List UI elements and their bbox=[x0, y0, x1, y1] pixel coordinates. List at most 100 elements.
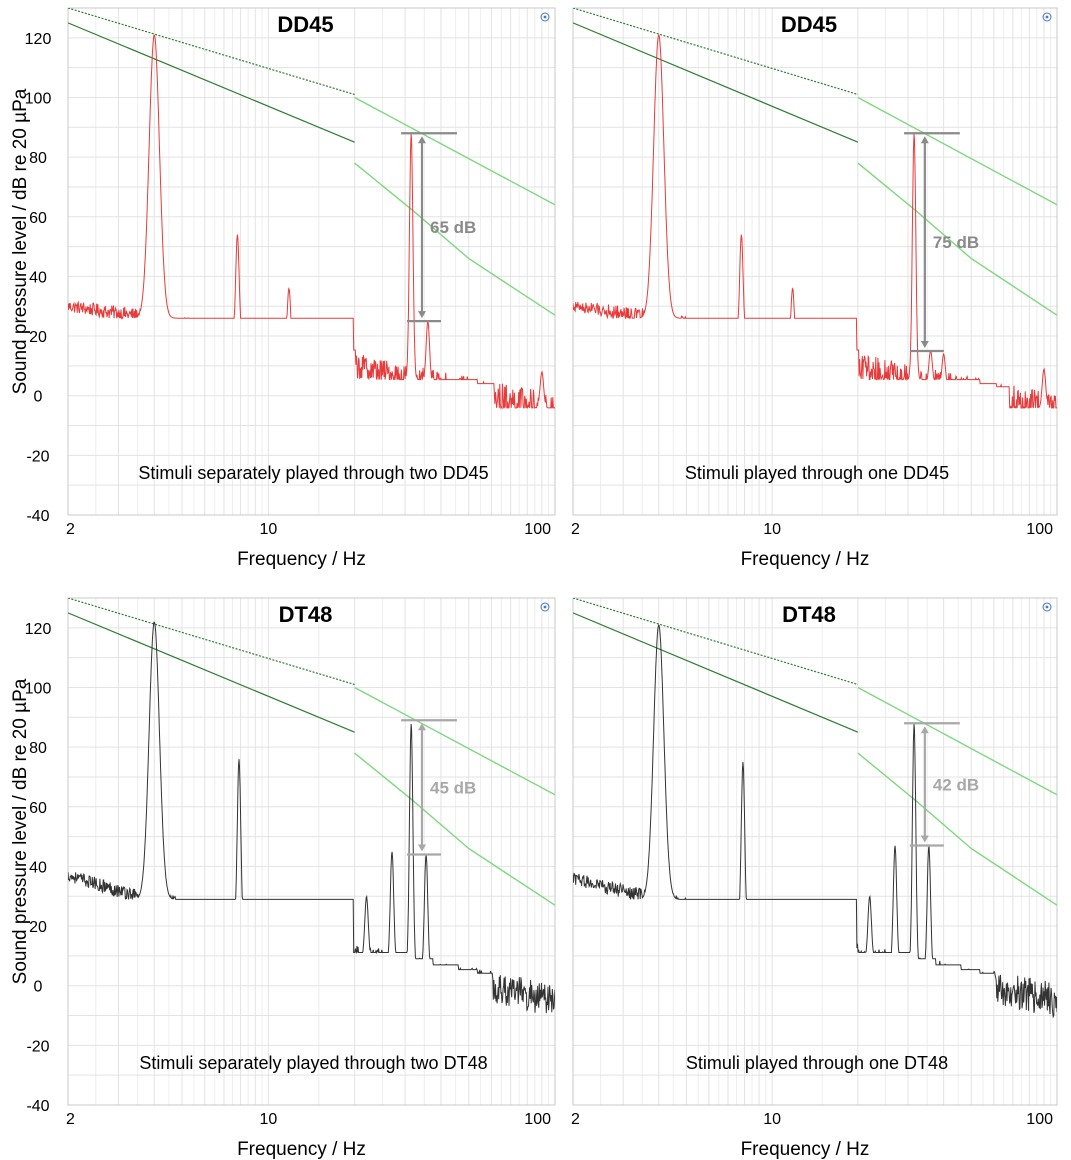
x-tick-label: 10 bbox=[259, 1111, 277, 1128]
range-marker bbox=[904, 132, 960, 353]
plot-content bbox=[68, 598, 555, 1014]
y-tick-label: -20 bbox=[26, 448, 49, 465]
panel-title: DD45 bbox=[781, 12, 837, 37]
plot-content bbox=[573, 598, 1057, 1019]
panel-3: 45 dB DT48 Stimuli separately played throu… bbox=[10, 597, 556, 1160]
ap-logo-icon bbox=[540, 12, 550, 22]
threshold-line bbox=[354, 96, 555, 206]
range-marker-arrow-down bbox=[920, 340, 929, 348]
y-tick-label: 60 bbox=[29, 210, 47, 227]
ap-logo-dot bbox=[1045, 15, 1049, 19]
y-axis-label: Sound pressure level / dB re 20 µPa bbox=[10, 88, 31, 394]
range-marker-arrow-up bbox=[920, 136, 929, 144]
y-axis-label: Sound pressure level / dB re 20 µPa bbox=[10, 678, 31, 984]
ap-logo-ring bbox=[1042, 602, 1052, 612]
x-tick-label: 10 bbox=[763, 1111, 781, 1128]
panel-4: 42 dB DT48 Stimuli played through one DT48… bbox=[571, 597, 1058, 1160]
grid bbox=[572, 597, 1058, 1106]
range-marker bbox=[401, 719, 457, 856]
y-tick-label: 120 bbox=[25, 31, 52, 48]
x-tick-label: 2 bbox=[66, 521, 75, 538]
x-tick-label: 100 bbox=[524, 1111, 551, 1128]
grid bbox=[67, 597, 556, 1106]
range-marker-label: 65 dB bbox=[430, 218, 476, 237]
range-marker-arrow-down bbox=[920, 835, 929, 843]
threshold-line bbox=[573, 8, 859, 96]
ap-logo-icon bbox=[540, 602, 550, 612]
x-axis-label: Frequency / Hz bbox=[237, 549, 366, 570]
x-tick-label: 2 bbox=[66, 1111, 75, 1128]
x-tick-label: 100 bbox=[524, 521, 551, 538]
range-marker-label: 45 dB bbox=[430, 778, 476, 797]
spectrum-line bbox=[573, 34, 1057, 410]
range-marker-label: 75 dB bbox=[933, 233, 979, 252]
ap-logo-dot bbox=[543, 605, 547, 609]
ap-logo-dot bbox=[1045, 605, 1049, 609]
range-marker bbox=[904, 722, 960, 847]
y-tick-label: 60 bbox=[29, 800, 47, 817]
x-tick-label: 10 bbox=[259, 521, 277, 538]
grid bbox=[67, 7, 556, 516]
plot-background bbox=[68, 598, 555, 1105]
threshold-line bbox=[354, 752, 555, 906]
x-axis-label: Frequency / Hz bbox=[741, 549, 870, 570]
y-tick-label: 0 bbox=[34, 389, 43, 406]
plot-background bbox=[68, 8, 555, 515]
threshold-line bbox=[573, 22, 859, 143]
ap-logo-ring bbox=[540, 602, 550, 612]
plot-frame bbox=[572, 597, 1058, 1106]
y-tick-label: 80 bbox=[29, 150, 47, 167]
threshold-line bbox=[573, 612, 859, 733]
y-tick-label: -40 bbox=[26, 508, 49, 525]
ap-logo-icon bbox=[1042, 12, 1052, 22]
y-tick-label: 120 bbox=[25, 621, 52, 638]
panel-title: DT48 bbox=[782, 602, 836, 627]
ap-logo-icon bbox=[1042, 602, 1052, 612]
range-marker-arrow-down bbox=[417, 844, 426, 852]
panel-title: DD45 bbox=[277, 12, 333, 37]
threshold-line bbox=[857, 686, 1057, 796]
range-marker-arrow-up bbox=[920, 726, 929, 734]
threshold-line bbox=[857, 162, 1057, 316]
range-marker-label: 42 dB bbox=[933, 775, 979, 794]
y-tick-label: 100 bbox=[25, 90, 52, 107]
x-tick-label: 2 bbox=[571, 1111, 580, 1128]
panel-title: DT48 bbox=[279, 602, 333, 627]
y-tick-label: 40 bbox=[29, 859, 47, 876]
plot-content bbox=[68, 8, 555, 410]
y-tick-label: -40 bbox=[26, 1098, 49, 1115]
spectrum-line bbox=[573, 624, 1057, 1019]
threshold-line bbox=[68, 22, 355, 143]
ap-logo-dot bbox=[543, 15, 547, 19]
range-marker-arrow-up bbox=[417, 723, 426, 731]
plot-background bbox=[573, 8, 1057, 515]
plot-frame bbox=[67, 597, 556, 1106]
threshold-line bbox=[573, 598, 859, 686]
ap-logo-ring bbox=[1042, 12, 1052, 22]
panel-annotation: Stimuli played through one DT48 bbox=[686, 1053, 948, 1073]
x-axis-label: Frequency / Hz bbox=[741, 1139, 870, 1160]
threshold-line bbox=[857, 752, 1057, 906]
x-tick-label: 100 bbox=[1026, 521, 1053, 538]
spectrum-line bbox=[68, 34, 555, 410]
y-tick-label: 40 bbox=[29, 269, 47, 286]
plot-frame bbox=[572, 7, 1058, 516]
range-marker-arrow-down bbox=[417, 311, 426, 319]
threshold-line bbox=[354, 162, 555, 316]
panel-1: 65 dB DD45 Stimuli separately played throu… bbox=[10, 7, 556, 570]
ap-logo-ring bbox=[540, 12, 550, 22]
y-tick-label: 80 bbox=[29, 740, 47, 757]
x-tick-label: 2 bbox=[571, 521, 580, 538]
y-tick-label: 100 bbox=[25, 680, 52, 697]
range-marker bbox=[401, 132, 457, 323]
threshold-line bbox=[857, 96, 1057, 206]
y-tick-label: 0 bbox=[34, 979, 43, 996]
panel-annotation: Stimuli separately played through two DT… bbox=[139, 1053, 487, 1073]
plot-frame bbox=[67, 7, 556, 516]
threshold-line bbox=[68, 598, 355, 686]
y-tick-label: 20 bbox=[29, 329, 47, 346]
x-tick-label: 10 bbox=[763, 521, 781, 538]
threshold-line bbox=[68, 612, 355, 733]
threshold-line bbox=[68, 8, 355, 96]
